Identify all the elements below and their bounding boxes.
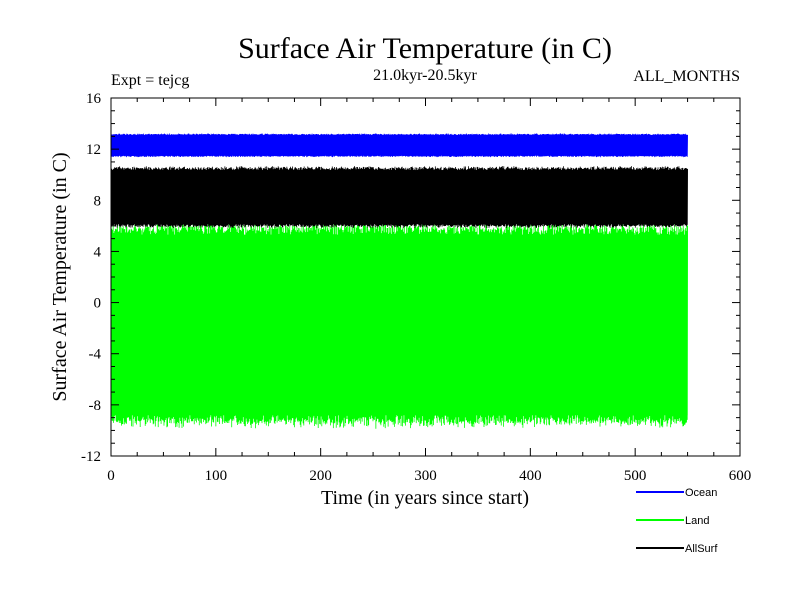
x-tick-label: 100 (205, 468, 228, 484)
y-tick-label: 16 (86, 91, 102, 107)
x-tick-label: 200 (309, 468, 332, 484)
chart-title: Surface Air Temperature (in C) (238, 32, 612, 65)
y-tick-label: -12 (81, 449, 101, 465)
x-tick-label: 400 (519, 468, 542, 484)
series-layer (110, 133, 688, 429)
y-axis-label: Surface Air Temperature (in C) (49, 152, 71, 401)
x-axis-label: Time (in years since start) (321, 487, 529, 509)
legend-label-allsurf: AllSurf (685, 543, 718, 555)
y-tick-label: 8 (94, 193, 102, 209)
months-label: ALL_MONTHS (633, 68, 740, 85)
series-line-land (110, 221, 688, 429)
legend-label-ocean: Ocean (685, 487, 717, 499)
axis-layer: 0 100 200 300 400 500 600 -12 -8 -4 0 4 8 12 16 (81, 91, 751, 484)
y-tick-label: -4 (89, 347, 102, 363)
y-tick-label: 0 (94, 296, 102, 312)
chart-subtitle: 21.0kyr-20.5kyr (373, 67, 477, 84)
x-tick-label: 300 (414, 468, 437, 484)
x-tick-label: 0 (107, 468, 115, 484)
series-line-ocean (110, 133, 688, 158)
y-tick-label: 12 (86, 142, 101, 158)
series-line-allsurf (110, 166, 688, 229)
y-tick-label: 4 (94, 244, 102, 260)
x-tick-label: 600 (729, 468, 752, 484)
legend-label-land: Land (685, 515, 709, 527)
x-tick-label: 500 (624, 468, 647, 484)
experiment-label: Expt = tejcg (111, 72, 189, 89)
y-tick-label: -8 (89, 398, 102, 414)
legend: Ocean Land AllSurf (636, 487, 718, 555)
